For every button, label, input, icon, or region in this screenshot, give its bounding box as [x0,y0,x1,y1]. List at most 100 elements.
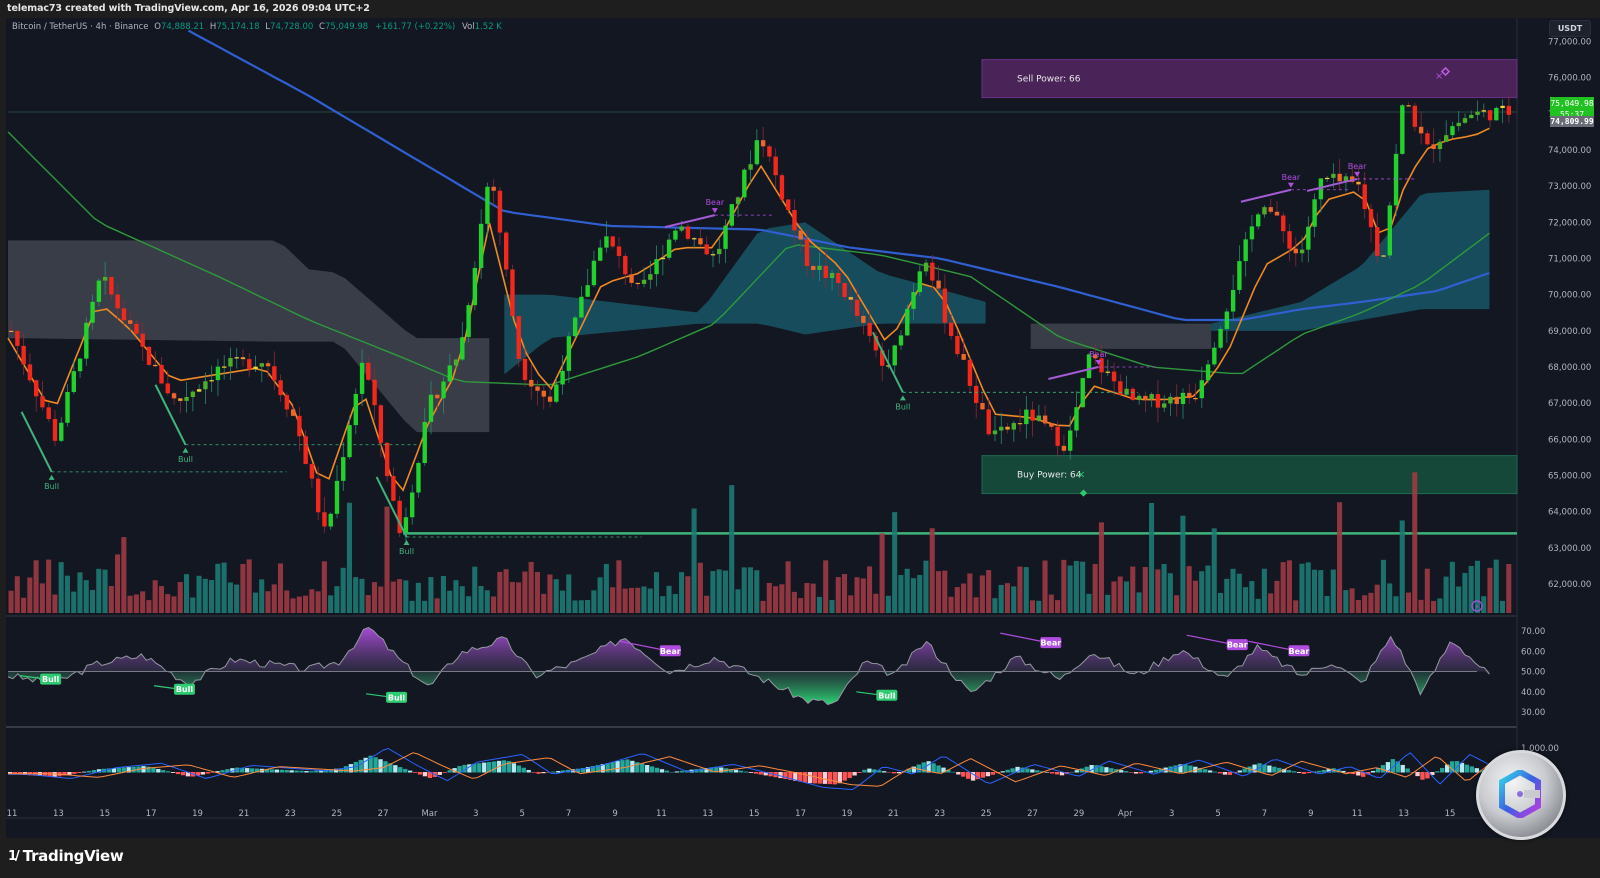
time-axis[interactable]: 11 13 15 17 19 21 23 25 27 Mar 3 5 7 9 11 13 15 17 19 21 23 2… [7,809,1456,819]
time-axis-label: 5 [520,809,525,819]
close-label: C [319,22,325,32]
time-axis-label: Mar [421,809,438,819]
time-axis-label: 17 [795,809,806,819]
bull-rsi-badge [40,673,62,685]
rsi-badge-label: Bear [1288,647,1309,656]
rsi-axis-label: 40.00 [1521,688,1545,698]
time-axis-label: 23 [934,809,945,819]
time-axis-label: 17 [146,809,157,819]
time-axis-label: Apr [1118,809,1133,819]
volume-label: Vol [461,22,475,32]
macd-pane[interactable]: 1,000.00 [8,744,1559,791]
bull-arrow-icon [48,474,55,480]
macd-axis-label: 1,000.00 [1521,744,1559,754]
lightning-icon[interactable] [1471,600,1483,612]
symbol-legend: Bitcoin / TetherUS · 4h · Binance O74,88… [12,22,502,32]
rsi-badge-label: Bear [660,647,681,656]
rsi-overbought-fill [8,627,1490,672]
chart-frame[interactable] [6,18,1600,838]
bull-signal-label: Bull [178,455,193,464]
tradingview-logo-icon: 1/ [8,848,20,864]
volume-legend: Vol1.52 K [462,22,502,32]
currency-selector[interactable]: USDT [1549,20,1591,37]
bull-arrow-icon [182,447,189,453]
rsi-line[interactable] [7,626,1490,706]
bull-signal-label: Bull [895,402,910,411]
bear-signal-label: Bear [1089,350,1108,359]
volume-bars [8,472,1512,613]
bull-arrow-icon [403,539,410,545]
bull-rsi-badge [876,689,898,701]
bull-signal-label: Bull [44,482,59,491]
rsi-axis-label: 70.00 [1521,627,1545,637]
time-axis-label: 15 [749,809,760,819]
price-axis-label: 63,000.00 [1548,544,1591,554]
bear-signal-label: Bear [1348,162,1367,171]
divergence-signals: Bull Bull Bull Bull Bear Bear Bear Bear [20,162,1418,556]
bear-rsi-badge [1226,639,1248,651]
bear-arrow-icon [1354,171,1361,177]
bear-rsi-badge [659,645,681,657]
rsi-axis-label: 60.00 [1521,647,1545,657]
price-axis-label: 67,000.00 [1548,399,1591,409]
time-axis-label: 27 [1027,809,1038,819]
price-axis-label: 73,000.00 [1548,182,1591,192]
time-axis-label: 25 [981,809,992,819]
time-axis-label: 19 [192,809,203,819]
price-axis-label: 62,000.00 [1548,580,1591,590]
bear-signal-label: Bear [706,198,725,207]
price-axis-label: 71,000.00 [1548,255,1591,265]
bull-rsi-badge [173,683,195,695]
rsi-pane[interactable]: 30.00 40.00 50.00 60.00 70.00 Bull Bull Bull Bea… [7,626,1545,718]
bear-divergence-line [1240,188,1292,203]
time-axis-label: 27 [378,809,389,819]
bull-divergence-line [154,384,187,446]
time-axis-label: 9 [612,809,617,819]
price-axis-label: 64,000.00 [1548,508,1591,518]
rsi-axis-label: 30.00 [1521,708,1545,718]
symbol-name: Bitcoin / TetherUS · 4h · Binance [12,22,149,32]
bear-arrow-icon [1095,360,1102,365]
rsi-badge-label: Bear [1040,639,1061,648]
time-axis-label: 25 [331,809,342,819]
time-axis-label: 13 [1398,809,1409,819]
change-value: +161.77 (+0.22%) [374,22,456,32]
rsi-badge-label: Bull [176,685,194,694]
previous-close-tag: 74,809.99 [1550,116,1594,127]
buy-power-label: Buy Power: 64 [1017,471,1082,481]
price-axis-label: 65,000.00 [1548,472,1591,482]
tradingview-logo[interactable]: 1/ TradingView [8,847,124,865]
bull-arrow-icon [899,395,906,401]
time-axis-label: 15 [1445,809,1456,819]
high-label: H [209,22,217,32]
ma-mid-green-line[interactable] [7,131,1490,386]
price-axis-label: 77,000.00 [1548,38,1591,48]
sell-power-zone[interactable] [981,59,1518,99]
cloud-zones [8,189,1490,433]
time-axis-label: 5 [1215,809,1220,819]
time-axis-label: 7 [1262,809,1267,819]
buy-power-zone[interactable] [981,455,1518,495]
time-axis-label: 7 [566,809,571,819]
top-bar: telemac73 created with TradingView.com, … [0,0,1600,18]
price-axis-label: 76,000.00 [1548,74,1591,84]
rsi-oversold-fill [8,671,1490,705]
open-value: 74,888.21 [160,22,205,32]
rsi-axis-label: 50.00 [1521,668,1545,678]
candle-countdown: 55:37 [1559,110,1585,119]
hexagon-logo-icon [1499,770,1541,818]
candles[interactable] [8,95,1512,544]
rsi-badge-label: Bull [878,691,896,700]
bull-divergence-line [871,331,904,393]
open-label: O [154,22,161,32]
time-axis-label: 3 [473,809,478,819]
time-axis-label: 29 [1073,809,1084,819]
macd-signal-line[interactable] [8,752,1490,787]
bear-signal-label: Bear [1282,173,1301,182]
ma-long-blue-line[interactable] [187,29,1490,322]
bear-rsi-badge [1040,637,1062,649]
price-axis-label: 70,000.00 [1548,291,1591,301]
time-axis-label: 9 [1308,809,1313,819]
macd-line[interactable] [8,747,1490,791]
